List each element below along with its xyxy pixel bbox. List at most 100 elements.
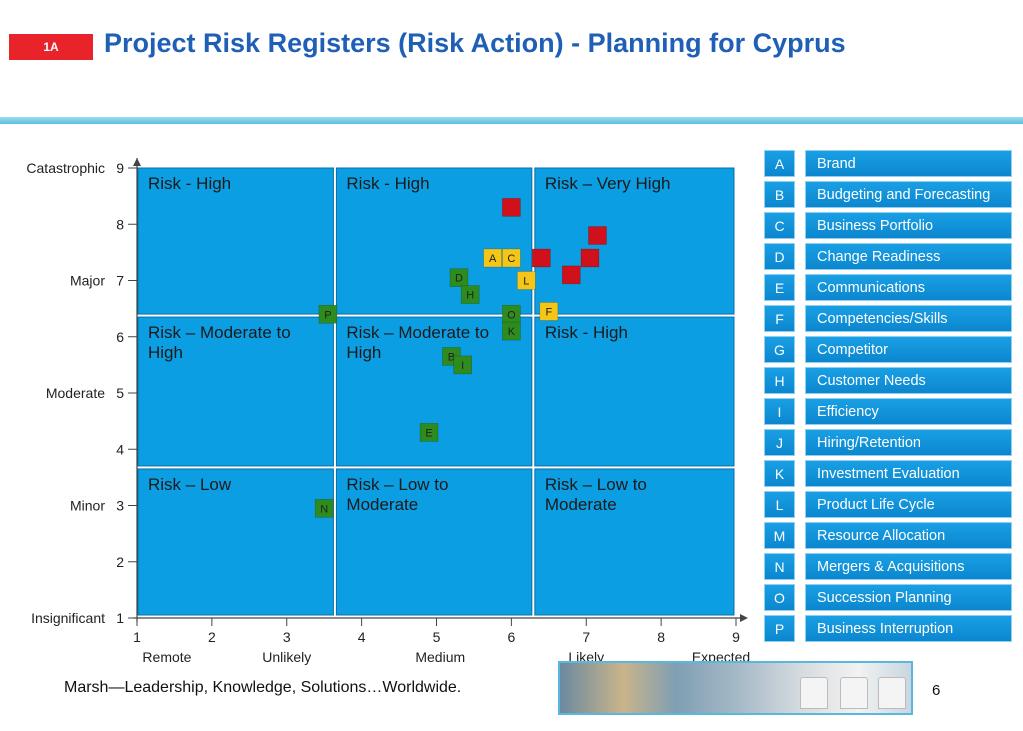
legend-code: O <box>764 584 795 611</box>
risk-marker <box>314 499 334 518</box>
legend-label: Mergers & Acquisitions <box>805 553 1012 580</box>
legend-code: C <box>764 212 795 239</box>
x-category-label: Remote <box>142 649 191 665</box>
y-category-label: Minor <box>70 498 105 514</box>
legend-label: Competitor <box>805 336 1012 363</box>
legend-code: N <box>764 553 795 580</box>
risk-marker <box>460 285 480 304</box>
risk-marker-label: C <box>507 253 515 265</box>
legend-label: Efficiency <box>805 398 1012 425</box>
y-tick-label: 8 <box>116 216 124 232</box>
zone-label: Risk – Low <box>148 475 232 494</box>
zone-label: Risk – Low to Moderate <box>545 475 647 514</box>
risk-marker <box>453 355 473 375</box>
legend-code: I <box>764 398 795 425</box>
zone-label: Risk – Moderate to High <box>148 323 291 362</box>
x-tick-label: 6 <box>507 629 515 645</box>
risk-zone <box>137 316 334 467</box>
risk-marker-label: P <box>324 309 331 321</box>
x-category-label: Medium <box>415 649 465 665</box>
risk-marker <box>449 268 469 287</box>
zone-label: Risk - High <box>545 323 628 342</box>
legend-item: F Competencies/Skills <box>764 305 1012 332</box>
risk-matrix-chart: Risk - High Risk - High Risk – Very High Ri… <box>26 158 750 665</box>
x-category-label: Unlikely <box>262 649 311 665</box>
legend-item: O Succession Planning <box>764 584 1012 611</box>
x-tick-label: 8 <box>657 629 665 645</box>
legend-code: F <box>764 305 795 332</box>
legend-code: G <box>764 336 795 363</box>
legend-item: I Efficiency <box>764 398 1012 425</box>
y-tick-label: 1 <box>116 610 124 626</box>
x-tick-label: 2 <box>208 629 216 645</box>
legend-item: D Change Readiness <box>764 243 1012 270</box>
risk-zone <box>534 316 735 467</box>
y-category-label: Catastrophic <box>26 160 105 176</box>
legend-code: P <box>764 615 795 642</box>
legend-code: K <box>764 460 795 487</box>
risk-marker-label: E <box>425 427 432 439</box>
legend-label: Resource Allocation <box>805 522 1012 549</box>
y-tick-label: 4 <box>116 441 124 457</box>
legend-code: L <box>764 491 795 518</box>
x-tick-label: 9 <box>732 629 740 645</box>
risk-zone <box>137 468 334 616</box>
y-axis-arrow <box>133 158 141 166</box>
legend-item: J Hiring/Retention <box>764 429 1012 456</box>
legend-item: M Resource Allocation <box>764 522 1012 549</box>
risk-zone <box>534 167 735 315</box>
risk-marker-label: A <box>489 253 497 265</box>
risk-marker <box>517 271 536 290</box>
risk-marker <box>561 265 581 285</box>
x-tick-label: 1 <box>133 629 141 645</box>
legend-item: G Competitor <box>764 336 1012 363</box>
legend-label: Product Life Cycle <box>805 491 1012 518</box>
legend-label: Succession Planning <box>805 584 1012 611</box>
risk-marker-label: F <box>545 306 552 318</box>
legend-code: B <box>764 181 795 208</box>
legend-label: Hiring/Retention <box>805 429 1012 456</box>
risk-marker-label: N <box>320 503 328 515</box>
zone-label: Risk – Moderate to High <box>346 323 489 362</box>
x-tick-label: 5 <box>433 629 441 645</box>
y-tick-label: 7 <box>116 273 124 289</box>
page-number: 6 <box>932 682 941 699</box>
y-category-label: Major <box>70 273 105 289</box>
legend-item: N Mergers & Acquisitions <box>764 553 1012 580</box>
risk-marker <box>580 248 600 268</box>
risk-marker-label: K <box>508 326 516 338</box>
y-category-label: Insignificant <box>31 610 105 626</box>
risk-zone <box>534 468 735 616</box>
y-tick-label: 5 <box>116 385 124 401</box>
y-tick-label: 2 <box>116 554 124 570</box>
zone-label: Risk – Low to Moderate <box>346 475 448 514</box>
legend-code: E <box>764 274 795 301</box>
legend-code: A <box>764 150 795 177</box>
header-divider <box>0 117 1023 124</box>
legend-label: Business Portfolio <box>805 212 1012 239</box>
legend-item: E Communications <box>764 274 1012 301</box>
risk-marker <box>419 423 439 442</box>
legend-code: M <box>764 522 795 549</box>
y-category-label: Moderate <box>46 385 105 401</box>
risk-marker-label: I <box>461 360 464 372</box>
risk-marker <box>539 302 559 321</box>
legend-item: P Business Interruption <box>764 615 1012 642</box>
y-tick-label: 3 <box>116 498 124 514</box>
risk-marker <box>532 248 551 268</box>
legend-item: A Brand <box>764 150 1012 177</box>
risk-marker-label: D <box>455 273 463 285</box>
risk-legend: A Brand B Budgeting and Forecasting C Busines… <box>764 150 1012 646</box>
footer-tagline: Marsh—Leadership, Knowledge, Solutions…W… <box>64 679 462 696</box>
slide-tag: 1A <box>9 34 93 60</box>
risk-marker <box>502 321 521 341</box>
risk-zone <box>335 468 533 616</box>
legend-item: L Product Life Cycle <box>764 491 1012 518</box>
legend-item: K Investment Evaluation <box>764 460 1012 487</box>
risk-marker <box>483 248 502 268</box>
legend-label: Business Interruption <box>805 615 1012 642</box>
x-tick-label: 4 <box>358 629 366 645</box>
legend-label: Brand <box>805 150 1012 177</box>
risk-zone <box>335 167 533 315</box>
legend-code: D <box>764 243 795 270</box>
